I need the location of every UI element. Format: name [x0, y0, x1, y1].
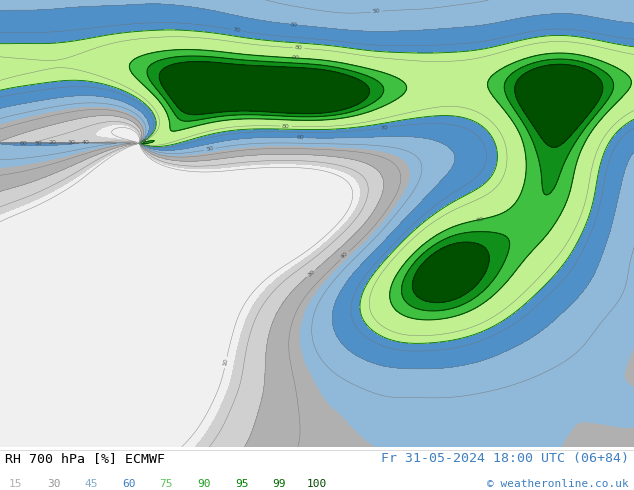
Text: 50: 50 [205, 146, 214, 152]
Text: 60: 60 [122, 479, 136, 489]
Text: 100: 100 [307, 479, 327, 489]
Text: 30: 30 [47, 479, 60, 489]
Text: 40: 40 [82, 140, 90, 146]
Text: 80: 80 [282, 123, 290, 129]
Text: 75: 75 [160, 479, 173, 489]
Text: 30: 30 [68, 140, 75, 145]
Text: 90: 90 [197, 479, 211, 489]
Text: 60: 60 [297, 135, 304, 140]
Text: 70: 70 [380, 125, 389, 131]
Text: 10: 10 [223, 358, 229, 367]
Text: 90: 90 [292, 55, 300, 61]
Text: 60: 60 [290, 22, 298, 27]
Text: © weatheronline.co.uk: © weatheronline.co.uk [487, 479, 629, 489]
Text: 30: 30 [307, 269, 316, 278]
Text: 45: 45 [84, 479, 98, 489]
Text: 50: 50 [373, 9, 380, 15]
Text: 20: 20 [48, 140, 56, 145]
Text: 80: 80 [295, 46, 303, 51]
Text: 99: 99 [273, 479, 286, 489]
Text: 15: 15 [9, 479, 23, 489]
Text: 40: 40 [340, 251, 349, 260]
Text: 90: 90 [476, 216, 484, 223]
Text: 60: 60 [20, 141, 28, 146]
Text: 50: 50 [34, 141, 42, 146]
Text: RH 700 hPa [%] ECMWF: RH 700 hPa [%] ECMWF [5, 452, 165, 465]
Text: Fr 31-05-2024 18:00 UTC (06+84): Fr 31-05-2024 18:00 UTC (06+84) [381, 452, 629, 465]
Text: 90: 90 [141, 138, 151, 146]
Text: 95: 95 [235, 479, 249, 489]
Text: 70: 70 [233, 27, 241, 33]
